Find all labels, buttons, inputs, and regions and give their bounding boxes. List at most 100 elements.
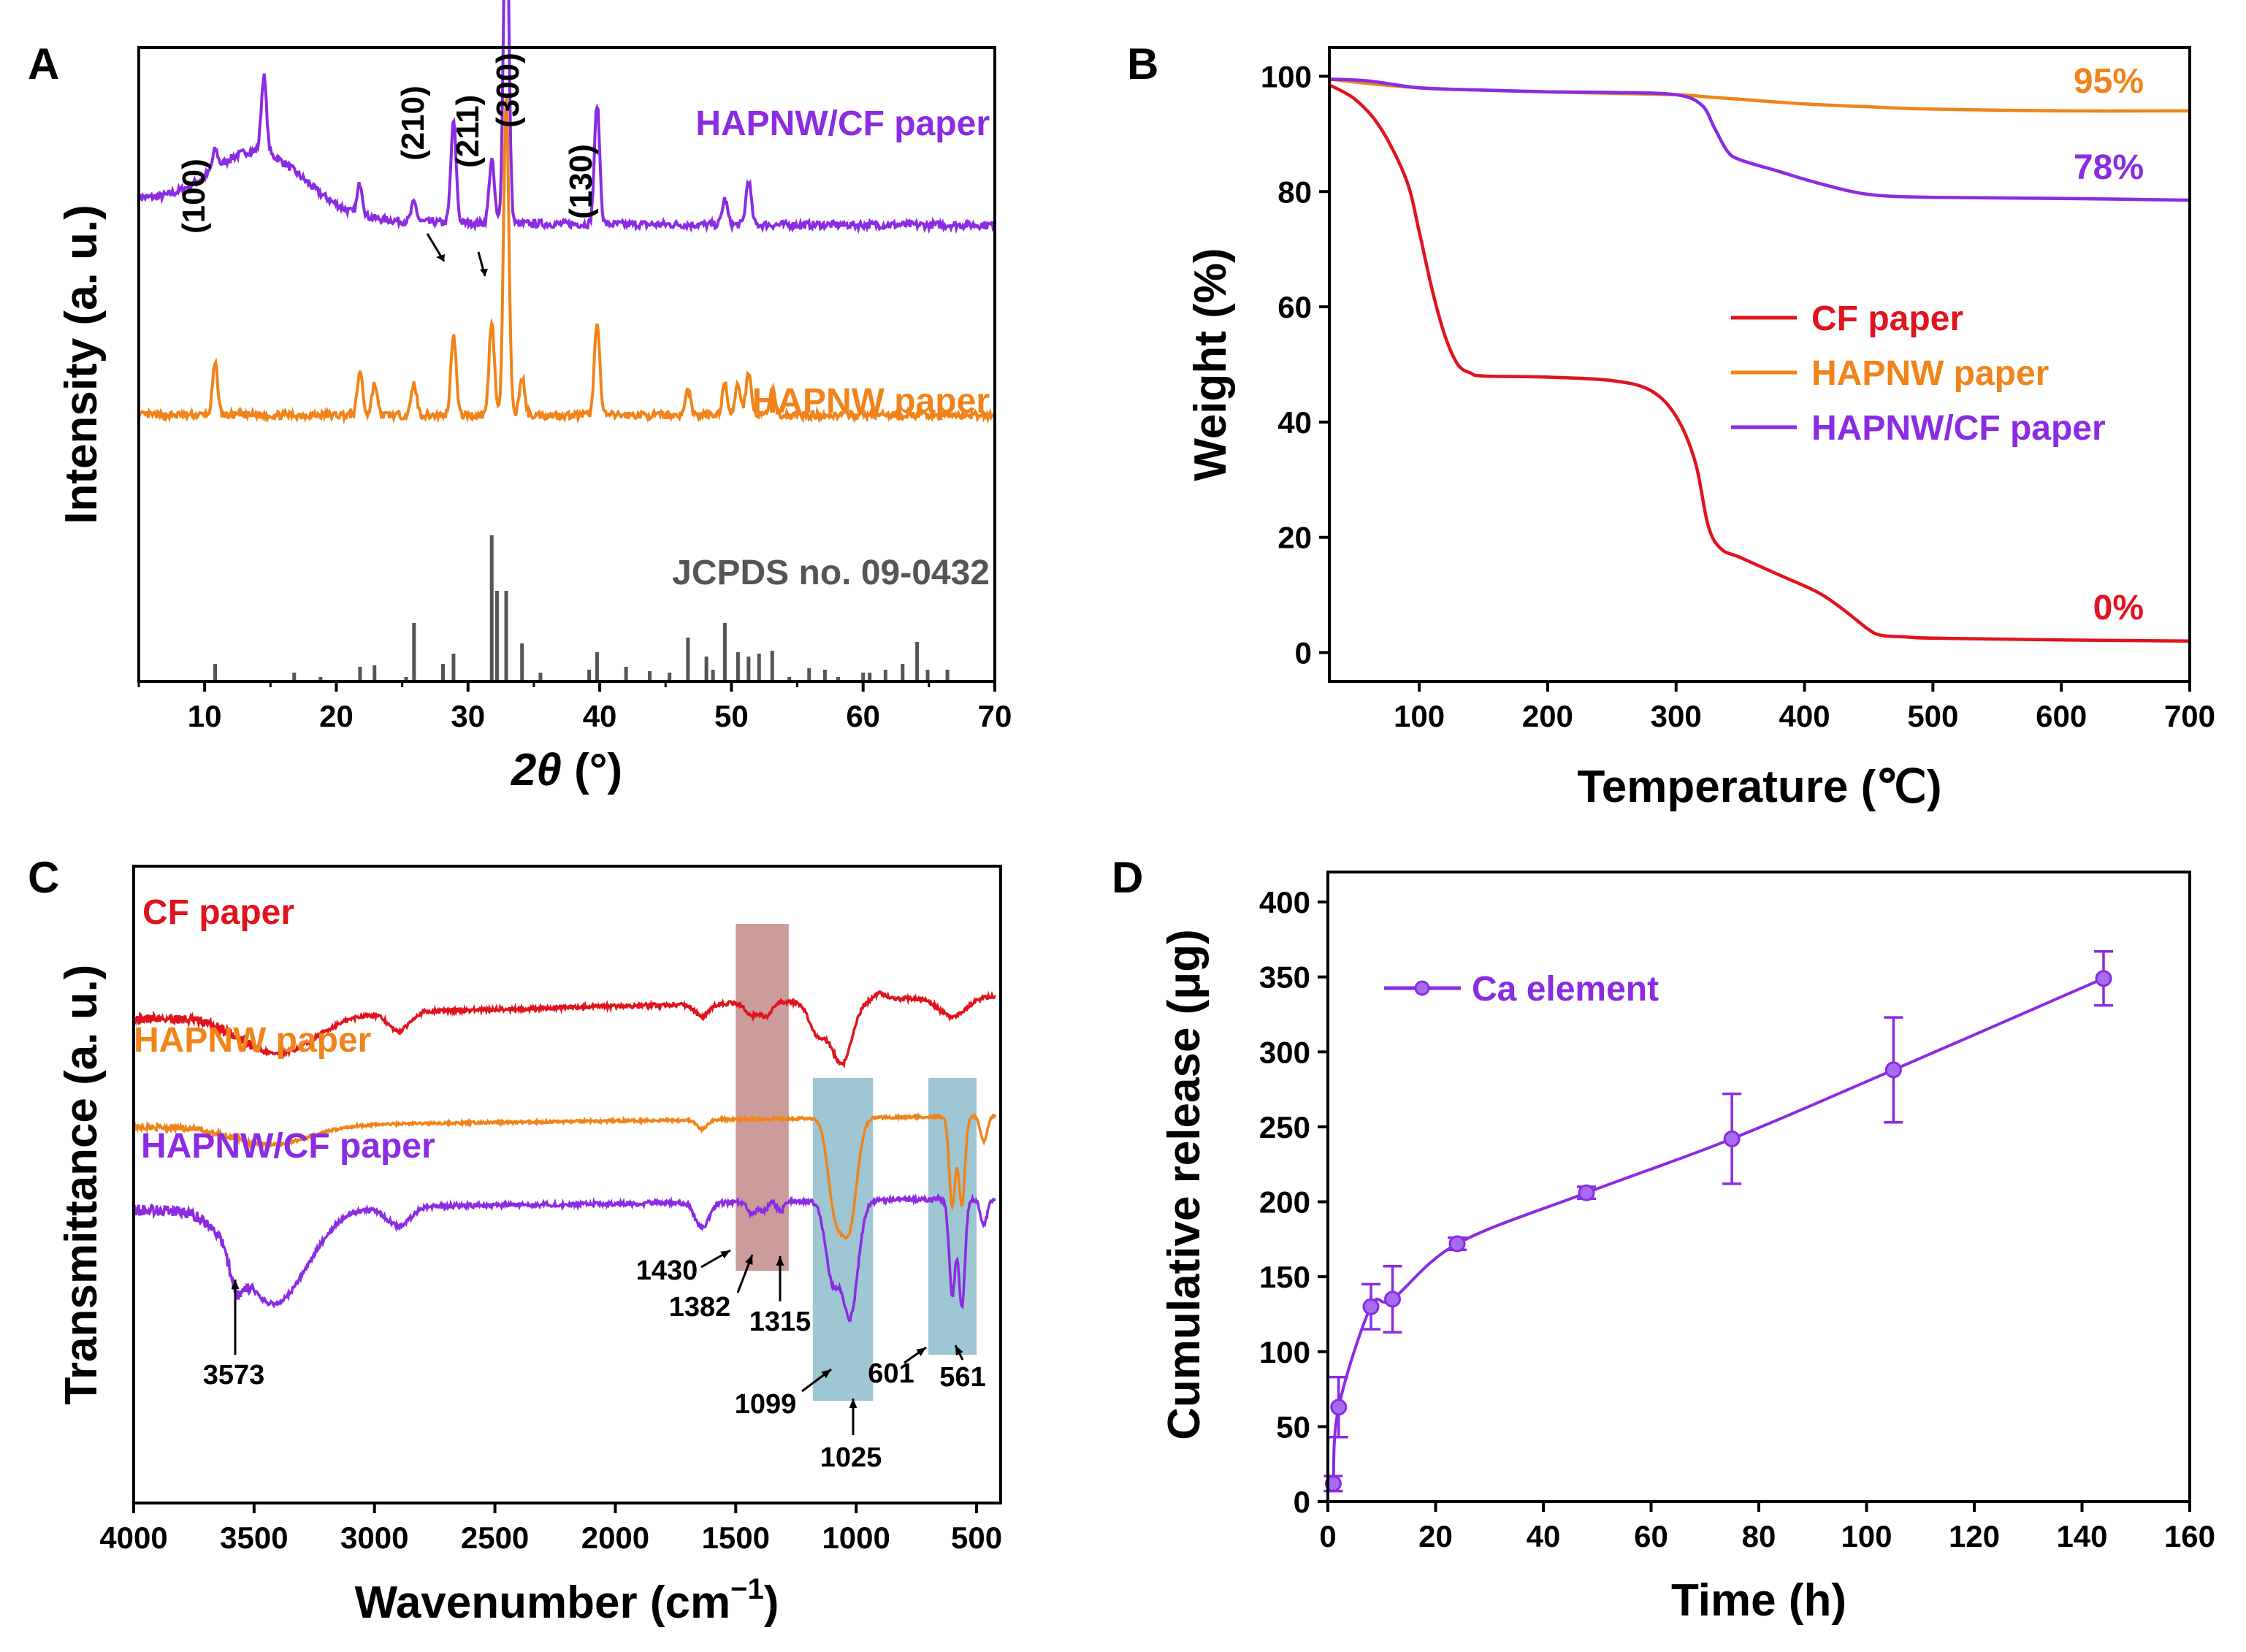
peak-arrow-head (745, 1255, 753, 1265)
tga-line-0 (1328, 83, 2190, 643)
hkl-label: (210) (395, 85, 431, 161)
xrd-line-hapnw-cf (137, 0, 996, 234)
arrow-head-211 (480, 269, 488, 276)
annotation-78: 78% (2074, 148, 2144, 187)
hkl-label: (100) (176, 158, 212, 234)
ftir-line-1 (132, 1112, 997, 1240)
data-point (1884, 1061, 1902, 1079)
peak-label: 601 (868, 1358, 914, 1389)
panel-c: C 4000 3500 3000 2500 2000 1500 1000 500 3573 14… (28, 853, 1002, 1628)
peak-arrow-head (720, 1250, 730, 1259)
y-axis-title-b: Weight (%) (1185, 248, 1236, 481)
data-point (1384, 1290, 1401, 1308)
panel-a: A 10 20 30 40 50 60 70 (100) (210) (211)(300) (13… (28, 0, 1012, 795)
x-tick-label-c: 2000 (581, 1521, 649, 1555)
series-label-hapnw: HAPNW paper (752, 382, 990, 421)
x-tick-label-d: 160 (2164, 1519, 2215, 1553)
hkl-label: (130) (563, 144, 599, 219)
legend-d: Ca element (1384, 970, 1659, 1009)
peak-arrow-head (955, 1345, 963, 1355)
annotation-0: 0% (2093, 589, 2144, 627)
x-tick-label-a: 20 (319, 699, 354, 733)
peak-arrow-head (231, 1280, 240, 1289)
x-tick-label-c: 1000 (822, 1521, 890, 1555)
x-tick-label-d: 100 (1841, 1519, 1892, 1553)
x-axis-title-a: 2θ (°) (511, 745, 622, 795)
x-tick-label-c: 500 (951, 1521, 1002, 1555)
arrow-head-210 (436, 254, 445, 261)
peak-label: 3573 (203, 1360, 265, 1391)
highlight-band (736, 924, 789, 1271)
x-tick-label-c: 2500 (461, 1521, 529, 1555)
plot-frame-d (1326, 871, 2191, 1503)
x-axis-title-c: Wavenumber (cm−1) (355, 1573, 779, 1628)
peak-label: 1025 (820, 1442, 882, 1473)
x-tick-label-a: 70 (978, 699, 1012, 733)
data-point (1723, 1130, 1741, 1147)
x-tick-label-a: 10 (188, 699, 222, 733)
hkl-label: (211) (450, 95, 486, 168)
y-tick-label-b: 80 (1277, 175, 1312, 209)
series-label-hapnw-cf: HAPNW/CF paper (695, 104, 990, 143)
legend-marker-ca (1414, 980, 1430, 996)
y-tick-label-b: 0 (1295, 636, 1312, 670)
y-tick-label-d: 250 (1259, 1110, 1310, 1144)
plot-frame-b (1328, 46, 2191, 683)
x-tick-label-d: 40 (1527, 1519, 1561, 1553)
ftir-line-2 (132, 1193, 996, 1323)
peak-label: 561 (939, 1362, 985, 1393)
release-line (1332, 976, 2104, 1484)
x-axis-title-d: Time (h) (1671, 1575, 1846, 1626)
x-tick-label-b: 700 (2164, 699, 2215, 733)
data-point (2095, 970, 2112, 987)
y-tick-label-b: 60 (1277, 290, 1312, 324)
legend-label-hapnw-cf: HAPNW/CF paper (1811, 409, 2106, 448)
peak-arrow-head (916, 1347, 926, 1356)
x-tick-label-b: 200 (1522, 699, 1573, 733)
panel-d: D 0 20 40 60 80 100 120 140 160 0 50 100 150 200 250 30… (1112, 853, 2215, 1626)
peak-arrow-head (776, 1256, 784, 1266)
legend-label-ca: Ca element (1472, 970, 1659, 1009)
x-axis-title-b: Temperature (℃) (1577, 762, 1941, 812)
y-tick-label-b: 20 (1277, 521, 1312, 555)
x-tick-label-c: 3500 (220, 1521, 288, 1555)
y-tick-label-d: 100 (1259, 1335, 1310, 1369)
data-point (1330, 1399, 1348, 1416)
x-tick-label-a: 30 (451, 699, 485, 733)
hkl-label: (300) (490, 53, 526, 128)
legend-label-hapnw: HAPNW paper (1811, 354, 2049, 393)
series-label-hapnw-c: HAPNW paper (134, 1021, 371, 1060)
highlight-band (812, 1078, 874, 1401)
x-tick-label-a: 40 (583, 699, 617, 733)
y-tick-label-b: 100 (1261, 59, 1312, 93)
panel-label-b: B (1127, 39, 1158, 88)
peak-arrow-head (849, 1399, 857, 1408)
x-tick-label-b: 500 (1907, 699, 1958, 733)
peak-label: 1430 (636, 1255, 698, 1286)
x-tick-label-a: 60 (846, 699, 880, 733)
data-point (1324, 1475, 1342, 1492)
y-axis-title-a: Intensity (a. u.) (56, 204, 107, 524)
legend-label-cf: CF paper (1811, 299, 1963, 338)
y-tick-label-d: 0 (1294, 1485, 1310, 1519)
y-tick-label-d: 50 (1276, 1410, 1310, 1444)
x-tick-label-d: 0 (1319, 1519, 1336, 1553)
plot-frame-c (132, 865, 1002, 1504)
y-tick-label-d: 150 (1259, 1260, 1310, 1294)
x-tick-label-b: 100 (1394, 699, 1445, 733)
tga-line-1 (1329, 77, 2190, 113)
y-tick-label-d: 350 (1259, 960, 1310, 995)
x-tick-label-d: 140 (2056, 1519, 2107, 1553)
data-point (1448, 1235, 1466, 1253)
series-label-cf: CF paper (142, 893, 294, 932)
y-tick-label-d: 300 (1259, 1035, 1310, 1069)
x-tick-label-a: 50 (714, 699, 749, 733)
panel-label-d: D (1112, 853, 1143, 902)
peak-label: 1315 (749, 1307, 811, 1337)
xrd-line-hapnw (137, 96, 996, 425)
x-tick-label-b: 600 (2036, 699, 2087, 733)
x-tick-label-d: 80 (1742, 1519, 1776, 1553)
data-point (1578, 1184, 1595, 1201)
x-tick-label-b: 400 (1779, 699, 1830, 733)
